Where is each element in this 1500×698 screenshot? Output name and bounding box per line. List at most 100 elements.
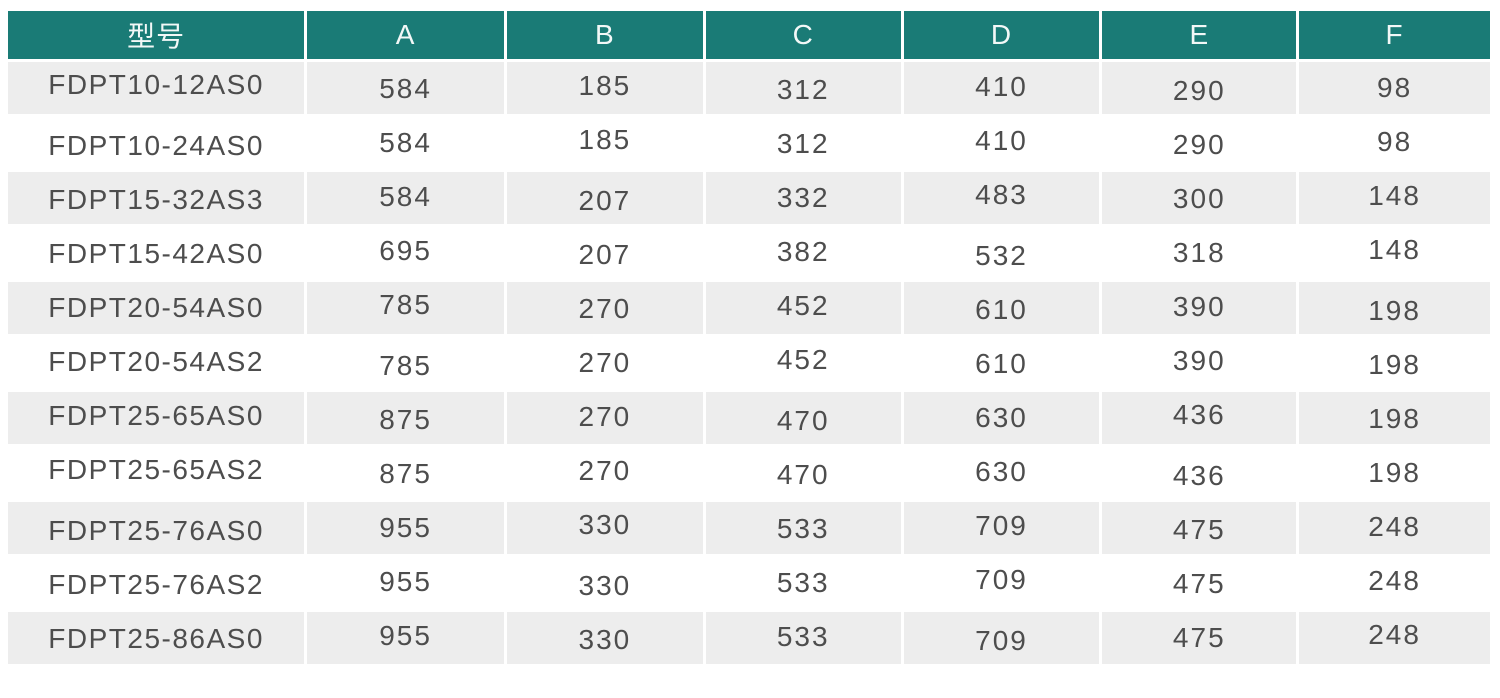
value-cell: 470: [705, 392, 901, 444]
cell-text: FDPT25-86AS0: [48, 623, 264, 654]
cell-text: 390: [1172, 291, 1226, 322]
table-row: FDPT25-65AS0 875 270 470 630 436 198: [8, 392, 1490, 444]
value-cell: 533: [705, 502, 901, 554]
cell-text: 955: [379, 620, 432, 651]
value-cell: 290: [1102, 117, 1297, 169]
cell-text: 785: [379, 289, 432, 320]
model-cell: FDPT10-24AS0: [8, 117, 305, 169]
value-cell: 330: [507, 557, 703, 609]
table-header: 型号 A B C D E F: [8, 11, 1490, 59]
cell-text: 610: [975, 294, 1028, 325]
value-cell: 955: [307, 557, 504, 609]
table-row: FDPT25-76AS0 955 330 533 709 475 248: [8, 502, 1490, 554]
cell-text: 330: [578, 570, 632, 601]
model-cell: FDPT15-32AS3: [8, 172, 305, 224]
value-cell: 207: [507, 172, 703, 224]
cell-text: 475: [1172, 568, 1226, 599]
value-cell: 185: [507, 117, 703, 169]
value-cell: 785: [307, 282, 504, 334]
value-cell: 875: [307, 392, 504, 444]
value-cell: 709: [903, 612, 1100, 664]
cell-text: FDPT20-54AS0: [48, 292, 264, 323]
value-cell: 630: [903, 392, 1100, 444]
value-cell: 98: [1299, 62, 1490, 114]
cell-text: 148: [1368, 180, 1421, 211]
cell-text: 198: [1368, 403, 1421, 434]
value-cell: 410: [903, 117, 1100, 169]
value-cell: 248: [1299, 612, 1490, 664]
value-cell: 475: [1102, 612, 1297, 664]
value-cell: 248: [1299, 502, 1490, 554]
table-row: FDPT15-42AS0 695 207 382 532 318 148: [8, 227, 1490, 279]
cell-text: 584: [379, 73, 432, 104]
cell-text: FDPT15-42AS0: [48, 238, 264, 269]
cell-text: 955: [379, 566, 432, 597]
value-cell: 436: [1102, 392, 1297, 444]
table-row: FDPT10-24AS0 584 185 312 410 290 98: [8, 117, 1490, 169]
cell-text: 709: [975, 625, 1028, 656]
cell-text: FDPT25-76AS0: [48, 515, 264, 546]
cell-text: 630: [975, 402, 1028, 433]
column-header-f: F: [1299, 11, 1490, 59]
value-cell: 630: [903, 447, 1100, 499]
table-row: FDPT20-54AS0 785 270 452 610 390 198: [8, 282, 1490, 334]
cell-text: 390: [1172, 345, 1226, 376]
value-cell: 955: [307, 612, 504, 664]
cell-text: 270: [578, 347, 632, 378]
value-cell: 532: [903, 227, 1100, 279]
cell-text: 709: [975, 564, 1028, 595]
value-cell: 148: [1299, 172, 1490, 224]
value-cell: 290: [1102, 62, 1297, 114]
cell-text: 148: [1368, 234, 1421, 265]
value-cell: 318: [1102, 227, 1297, 279]
value-cell: 709: [903, 502, 1100, 554]
value-cell: 198: [1299, 282, 1490, 334]
table-row: FDPT20-54AS2 785 270 452 610 390 198: [8, 337, 1490, 389]
value-cell: 452: [705, 282, 901, 334]
value-cell: 330: [507, 502, 703, 554]
cell-text: 270: [578, 293, 632, 324]
cell-text: 300: [1172, 183, 1226, 214]
value-cell: 198: [1299, 447, 1490, 499]
value-cell: 300: [1102, 172, 1297, 224]
value-cell: 198: [1299, 392, 1490, 444]
value-cell: 475: [1102, 557, 1297, 609]
cell-text: 185: [578, 124, 632, 155]
cell-text: 875: [379, 458, 432, 489]
cell-text: 98: [1377, 126, 1413, 157]
table-body: FDPT10-12AS0 584 185 312 410 290 98 FDPT10-24AS…: [8, 62, 1490, 664]
cell-text: 207: [578, 185, 632, 216]
value-cell: 382: [705, 227, 901, 279]
cell-text: 248: [1368, 619, 1421, 650]
cell-text: 452: [776, 344, 830, 375]
value-cell: 270: [507, 282, 703, 334]
model-cell: FDPT25-76AS0: [8, 502, 305, 554]
cell-text: 532: [975, 240, 1028, 271]
cell-text: 410: [975, 125, 1028, 156]
cell-text: FDPT10-24AS0: [48, 130, 264, 161]
dimension-spec-table: 型号 A B C D E F FDPT10-12AS0 584 185 312 410 2…: [5, 8, 1493, 667]
cell-text: 207: [578, 239, 632, 270]
cell-text: 452: [776, 290, 830, 321]
cell-text: 533: [776, 513, 830, 544]
cell-text: 875: [379, 404, 432, 435]
model-cell: FDPT15-42AS0: [8, 227, 305, 279]
table-row: FDPT15-32AS3 584 207 332 483 300 148: [8, 172, 1490, 224]
cell-text: 290: [1172, 129, 1226, 160]
cell-text: FDPT25-76AS2: [48, 569, 264, 600]
value-cell: 312: [705, 62, 901, 114]
cell-text: 185: [578, 70, 632, 101]
cell-text: 584: [379, 181, 432, 212]
cell-text: FDPT15-32AS3: [48, 184, 264, 215]
value-cell: 452: [705, 337, 901, 389]
value-cell: 475: [1102, 502, 1297, 554]
value-cell: 584: [307, 172, 504, 224]
value-cell: 185: [507, 62, 703, 114]
value-cell: 584: [307, 62, 504, 114]
cell-text: 198: [1368, 295, 1421, 326]
cell-text: 630: [975, 456, 1028, 487]
value-cell: 390: [1102, 282, 1297, 334]
spec-table-page: 型号 A B C D E F FDPT10-12AS0 584 185 312 410 2…: [0, 8, 1500, 698]
value-cell: 390: [1102, 337, 1297, 389]
column-header-e: E: [1102, 11, 1297, 59]
